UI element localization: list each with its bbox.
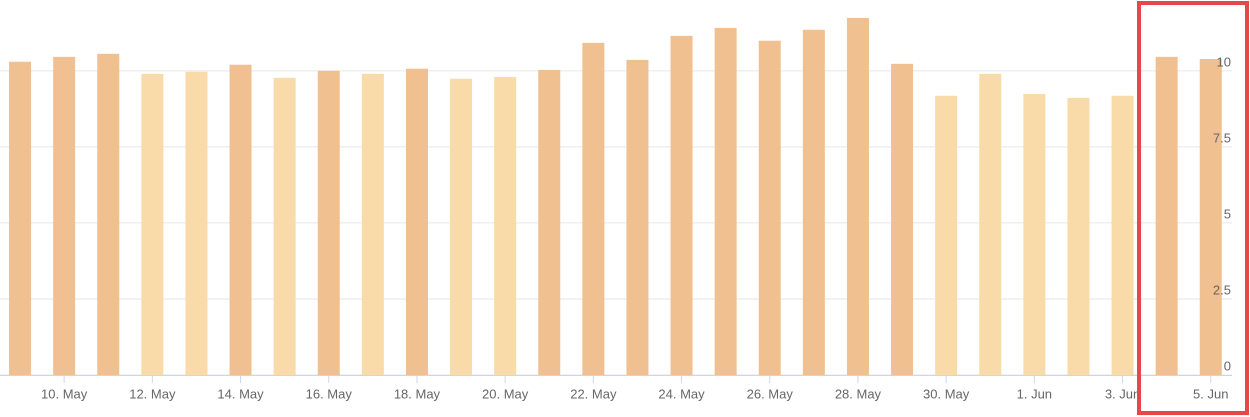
bar	[141, 73, 164, 375]
bar	[185, 71, 208, 375]
x-tick-label: 30. May	[923, 386, 970, 401]
bar	[1155, 56, 1178, 375]
bar	[891, 63, 914, 376]
y-tick-label: 7.5	[1213, 130, 1231, 145]
x-tick-label: 22. May	[570, 386, 617, 401]
y-tick-label: 2.5	[1213, 282, 1231, 297]
bar	[229, 64, 252, 375]
x-tick-label: 24. May	[658, 386, 705, 401]
bar	[1067, 97, 1090, 375]
x-tick-label: 10. May	[41, 386, 88, 401]
bar	[1199, 58, 1222, 376]
bar	[582, 42, 605, 375]
bar	[538, 69, 561, 375]
bar	[1023, 93, 1046, 375]
y-tick-label: 0	[1224, 358, 1231, 373]
x-tick-label: 3. Jun	[1105, 386, 1140, 401]
y-tick-label: 10	[1217, 54, 1231, 69]
bar	[758, 40, 781, 376]
bar	[626, 59, 649, 376]
x-tick-label: 16. May	[306, 386, 353, 401]
bar	[405, 68, 428, 376]
bar	[846, 17, 869, 376]
bar	[361, 73, 384, 375]
x-tick-label: 28. May	[835, 386, 882, 401]
bar	[450, 78, 473, 375]
bar	[317, 70, 340, 375]
bar	[9, 61, 32, 375]
bar	[1111, 95, 1134, 376]
highlight-box	[1137, 1, 1249, 415]
bar	[53, 56, 76, 375]
bar	[979, 73, 1002, 375]
bar	[494, 76, 517, 376]
bar	[714, 27, 737, 376]
x-tick-label: 26. May	[747, 386, 794, 401]
x-tick-label: 1. Jun	[1017, 386, 1052, 401]
x-tick-label: 18. May	[394, 386, 441, 401]
x-tick-label: 20. May	[482, 386, 529, 401]
bar	[97, 53, 120, 376]
y-tick-label: 5	[1224, 206, 1231, 221]
x-tick-label: 14. May	[217, 386, 264, 401]
bar	[935, 95, 958, 376]
x-tick-label: 5. Jun	[1193, 386, 1228, 401]
bar	[670, 35, 693, 376]
x-tick-label: 12. May	[129, 386, 176, 401]
bar	[802, 29, 825, 375]
bar	[273, 77, 296, 376]
